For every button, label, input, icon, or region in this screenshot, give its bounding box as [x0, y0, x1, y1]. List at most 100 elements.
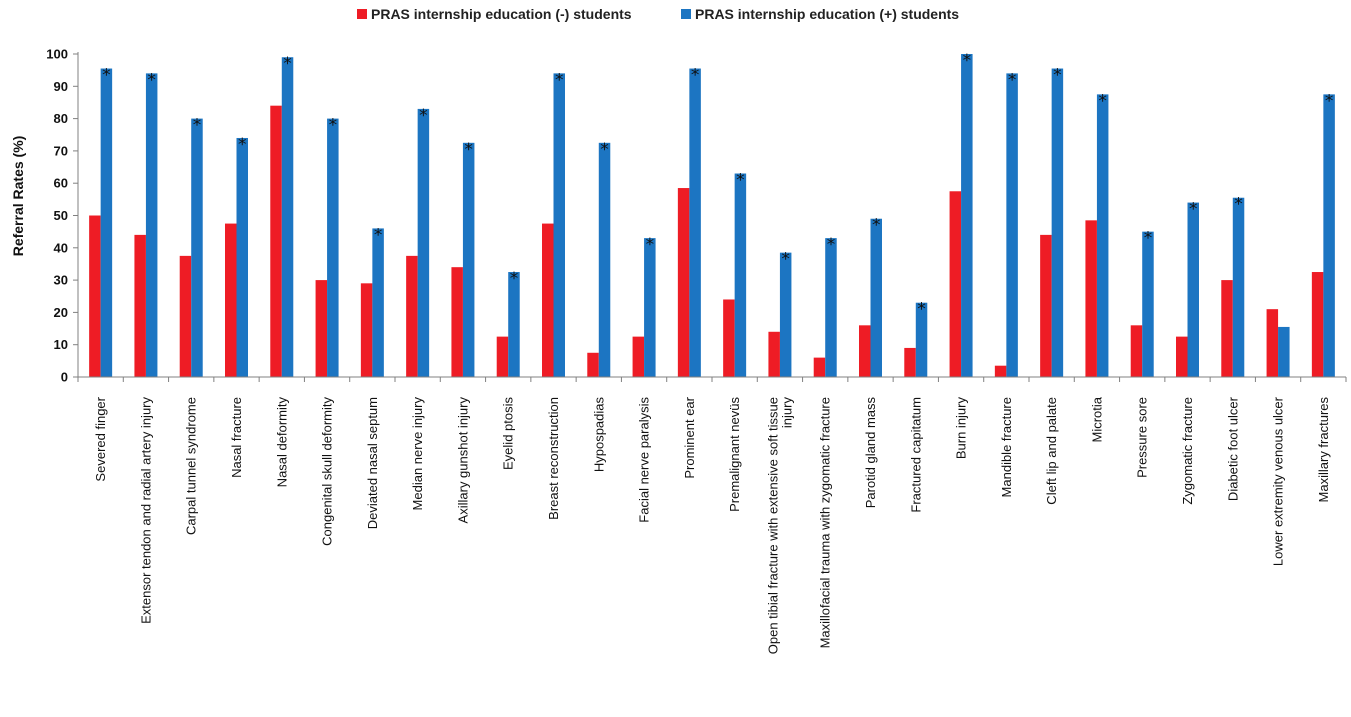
y-tick-label: 80: [54, 111, 68, 126]
bar-pras-positive-extensor-tendon-and-radial-artery-injury: [145, 73, 158, 377]
x-tick-label-prominent-ear: Prominent ear: [682, 396, 697, 478]
bar-pras-negative-premalignant-nevus: [723, 299, 735, 377]
legend-swatch-pras-negative: [357, 9, 367, 19]
bar-pras-positive-axillary-gunshot-injury: [462, 142, 475, 377]
bar-pras-negative-diabetic-foot-ulcer: [1221, 280, 1233, 377]
x-tick-label-cleft-lip-and-palate: Cleft lip and palate: [1044, 397, 1059, 505]
x-tick-label-microtia: Microtia: [1089, 396, 1104, 442]
x-tick-label-axillary-gunshot-injury: Axillary gunshot injury: [455, 397, 470, 524]
x-tick-label-premalignant-nevus: Premalignant nevüs: [727, 397, 742, 512]
x-tick-label-line: Fractured capitatum: [908, 397, 923, 513]
x-tick-label-hypospadias: Hypospadias: [591, 397, 606, 473]
x-tick-label-maxillary-fractures: Maxillary fractures: [1316, 397, 1331, 503]
x-tick-label-eyelid-ptosis: Eyelid ptosis: [501, 397, 516, 470]
x-tick-label-line: Breast reconstruction: [546, 397, 561, 520]
x-tick-label-lower-extremity-venous-ulcer: Lower extremity venous ulcer: [1271, 396, 1286, 566]
significance-marker-cleft-lip-and-palate: *: [1053, 66, 1062, 86]
bar-pras-negative-maxillary-fractures: [1311, 272, 1324, 377]
bar-pras-positive-diabetic-foot-ulcer: [1232, 197, 1245, 377]
y-tick-label: 100: [46, 47, 68, 62]
x-tick-label-breast-reconstruction: Breast reconstruction: [546, 397, 561, 520]
x-tick-label-maxillofacial-trauma-with-zygomatic-fracture: Maxillofacial trauma with zygomatic frac…: [818, 397, 833, 648]
bar-pras-positive-carpal-tunnel-syndrome: [191, 118, 203, 377]
significance-marker-diabetic-foot-ulcer: *: [1234, 195, 1243, 215]
bar-pras-negative-facial-nerve-paralysis: [632, 336, 645, 377]
bar-pras-negative-nasal-deformity: [270, 105, 282, 378]
bars: [89, 54, 1335, 378]
significance-marker-congenital-skull-deformity: *: [329, 116, 338, 136]
bar-pras-positive-congenital-skull-deformity: [327, 118, 339, 377]
x-tick-label-line: Nasal fracture: [229, 397, 244, 478]
bar-pras-positive-breast-reconstruction: [553, 73, 565, 377]
significance-marker-extensor-tendon-and-radial-artery-injury: *: [147, 70, 156, 90]
significance-marker-burn-injury: *: [963, 51, 972, 71]
y-tick-label: 60: [54, 176, 68, 191]
x-tick-label-nasal-deformity: Nasal deformity: [274, 397, 289, 488]
x-tick-label-line: Cleft lip and palate: [1044, 397, 1059, 505]
x-tick-label-line: Open tibial fracture with extensive soft…: [765, 397, 780, 654]
bar-pras-negative-pressure-sore: [1130, 325, 1143, 377]
bar-pras-positive-maxillofacial-trauma-with-zygomatic-fracture: [825, 238, 837, 377]
bar-pras-negative-extensor-tendon-and-radial-artery-injury: [134, 234, 146, 377]
bar-pras-negative-carpal-tunnel-syndrome: [179, 255, 192, 377]
significance-marker-microtia: *: [1098, 91, 1107, 111]
x-tick-label-line: Burn injury: [954, 397, 969, 460]
y-tick-label: 70: [54, 143, 68, 158]
x-tick-label-line: Mandible fracture: [999, 397, 1014, 497]
bar-pras-negative-congenital-skull-deformity: [315, 280, 328, 377]
bar-pras-negative-lower-extremity-venous-ulcer: [1266, 309, 1279, 377]
y-tick-label: 90: [54, 79, 68, 94]
x-tick-label-line: Carpal tunnel syndrome: [184, 397, 199, 535]
bar-pras-negative-deviated-nasal-septum: [360, 283, 373, 377]
x-tick-label-line: Pressure sore: [1135, 397, 1150, 478]
bar-pras-negative-mandible-fracture: [994, 365, 1007, 377]
chart-legend: PRAS internship education (-) students P…: [357, 6, 959, 22]
x-tick-label-line: Deviated nasal septum: [365, 397, 380, 529]
bar-pras-positive-lower-extremity-venous-ulcer: [1278, 326, 1290, 377]
y-axis-title: Referral Rates (%): [10, 136, 26, 257]
x-tick-label-line: injury: [779, 397, 794, 429]
x-tick-label-line: Severed finger: [93, 396, 108, 481]
x-tick-label-facial-nerve-paralysis: Facial nerve paralysis: [637, 397, 652, 523]
bar-pras-positive-burn-injury: [961, 54, 973, 377]
significance-marker-prominent-ear: *: [691, 66, 700, 86]
x-tick-label-extensor-tendon-and-radial-artery-injury: Extensor tendon and radial artery injury: [138, 397, 153, 624]
x-tick-label-line: Premalignant nevüs: [727, 397, 742, 512]
x-tick-label-nasal-fracture: Nasal fracture: [229, 397, 244, 478]
x-tick-label-line: Axillary gunshot injury: [455, 397, 470, 524]
legend-swatch-pras-positive: [681, 9, 691, 19]
x-tick-label-line: Maxillary fractures: [1316, 397, 1331, 503]
bar-pras-negative-parotid-gland-mass: [859, 325, 871, 377]
y-tick-label: 0: [61, 370, 68, 385]
bar-pras-negative-cleft-lip-and-palate: [1040, 234, 1052, 377]
y-tick-label: 20: [54, 305, 68, 320]
x-tick-label-burn-injury: Burn injury: [954, 397, 969, 460]
x-tick-label-line: Diabetic foot ulcer: [1225, 396, 1240, 501]
bar-pras-positive-facial-nerve-paralysis: [644, 238, 656, 377]
legend-label-pras-negative: PRAS internship education (-) students: [371, 6, 632, 22]
x-tick-label-line: Extensor tendon and radial artery injury: [138, 397, 153, 624]
bar-pras-negative-hypospadias: [587, 352, 599, 377]
bar-pras-positive-median-nerve-injury: [417, 108, 430, 377]
bar-pras-negative-microtia: [1085, 220, 1097, 377]
bar-pras-negative-fractured-capitatum: [904, 347, 916, 377]
x-tick-label-line: Prominent ear: [682, 396, 697, 478]
significance-marker-maxillary-fractures: *: [1325, 91, 1334, 111]
x-tick-label-line: Eyelid ptosis: [501, 397, 516, 470]
bar-pras-positive-pressure-sore: [1142, 231, 1154, 377]
significance-marker-premalignant-nevus: *: [736, 171, 745, 191]
significance-marker-severed-finger: *: [102, 66, 111, 86]
x-tick-label-open-tibial-fracture-with-extensive-soft-tissue-injury: Open tibial fracture with extensive soft…: [765, 397, 794, 655]
bar-pras-positive-mandible-fracture: [1006, 73, 1018, 377]
x-tick-label-diabetic-foot-ulcer: Diabetic foot ulcer: [1225, 396, 1240, 501]
bar-pras-positive-nasal-deformity: [281, 57, 294, 377]
bar-pras-negative-maxillofacial-trauma-with-zygomatic-fracture: [813, 357, 826, 377]
significance-marker-deviated-nasal-septum: *: [374, 225, 383, 245]
x-tick-label-parotid-gland-mass: Parotid gland mass: [863, 397, 878, 509]
x-tick-label-zygomatic-fracture: Zygomatic fracture: [1180, 397, 1195, 505]
significance-marker-zygomatic-fracture: *: [1189, 200, 1198, 220]
significance-marker-facial-nerve-paralysis: *: [646, 235, 655, 255]
x-tick-label-line: Hypospadias: [591, 397, 606, 473]
bar-pras-negative-zygomatic-fracture: [1176, 336, 1188, 377]
y-axis: 0 10 20 30 40 50 60 70 80 90 100: [46, 47, 79, 385]
